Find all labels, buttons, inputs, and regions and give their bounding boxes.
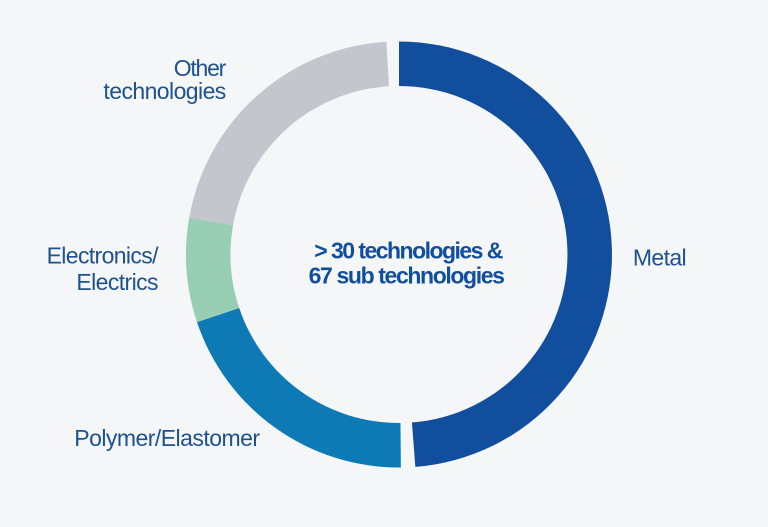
svg-text:67 sub technologies: 67 sub technologies: [309, 262, 505, 288]
svg-text:Other: Other: [174, 55, 227, 81]
svg-text:technologies: technologies: [103, 78, 226, 104]
svg-text:Polymer/Elastomer: Polymer/Elastomer: [74, 425, 260, 451]
svg-text:> 30 technologies &: > 30 technologies &: [314, 238, 503, 264]
svg-text:Metal: Metal: [633, 244, 687, 270]
svg-text:Electrics: Electrics: [76, 269, 158, 295]
svg-text:Electronics/: Electronics/: [47, 243, 160, 269]
